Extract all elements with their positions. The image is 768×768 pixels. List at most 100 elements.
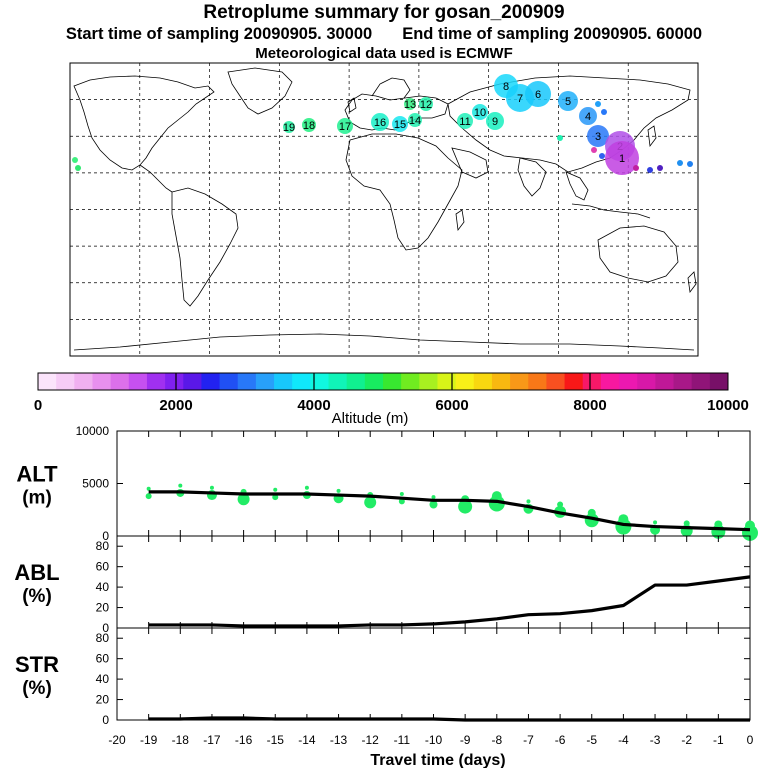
y-tick-label: 0 <box>102 621 109 635</box>
plume-label-18: 18 <box>303 120 315 132</box>
plume-particle <box>647 167 653 173</box>
x-tick-label: -19 <box>140 733 158 747</box>
colorbar-swatch <box>691 373 711 390</box>
plume-label-7: 7 <box>517 93 523 105</box>
colorbar-swatch <box>582 373 602 390</box>
plume-cluster-15 <box>392 116 408 132</box>
colorbar-swatch <box>637 373 656 390</box>
plume-particle <box>75 165 81 171</box>
x-axis-label: Travel time (days) <box>370 752 505 768</box>
plume-label-11: 11 <box>459 116 470 128</box>
panel-yunit: (m) <box>22 488 52 509</box>
colorbar-frame <box>37 372 729 391</box>
alt-cluster-point <box>618 514 629 525</box>
colorbar-swatch <box>437 373 457 390</box>
colorbar-tick-label: 2000 <box>159 397 192 414</box>
x-tick-label: -11 <box>394 733 411 747</box>
chart-title: Retroplume summary for gosan_200909 <box>203 2 565 23</box>
panel-alt: 0 5000 10000 ALT(m) <box>16 424 758 543</box>
plume-label-19: 19 <box>283 122 295 134</box>
time-series-panels: 0500010000ALT(m)020406080ABL(%)020406080… <box>14 424 758 747</box>
plume-label-14: 14 <box>409 115 421 127</box>
plume-label-3: 3 <box>595 131 601 143</box>
plume-particle <box>557 135 563 141</box>
plume-label-12: 12 <box>420 99 432 111</box>
alt-cluster-point <box>237 493 250 506</box>
colorbar-swatch <box>510 373 529 390</box>
colorbar-tick-label: 0 <box>34 397 42 414</box>
alt-cluster-point <box>336 488 341 493</box>
retroplume-clusters: 19181716151413121110987654321 <box>72 74 693 175</box>
plume-cluster-19 <box>283 121 295 133</box>
alt-cluster-point <box>488 495 505 512</box>
panel-frame <box>116 430 751 537</box>
panel-yunit: (%) <box>22 678 52 699</box>
colorbar-tick-label: 8000 <box>573 397 606 414</box>
y-tick-label: 40 <box>96 580 110 594</box>
plume-cluster-5 <box>558 91 578 111</box>
plume-particle <box>657 165 663 171</box>
y-tick-label: 60 <box>96 560 110 574</box>
plume-label-16: 16 <box>374 117 386 129</box>
panel-ylabel: ALT <box>16 462 58 487</box>
colorbar-swatch <box>74 373 93 390</box>
colorbar-swatch <box>600 373 620 390</box>
met-data-label: Meteorological data used is ECMWF <box>255 45 513 62</box>
series-line-abl <box>148 575 751 628</box>
end-time-label: End time of sampling 20090905. 60000 <box>402 25 703 43</box>
series-line-alt <box>148 490 751 532</box>
colorbar-swatch <box>473 373 493 390</box>
x-tick-label: -15 <box>267 733 285 747</box>
plume-label-9: 9 <box>492 116 498 128</box>
x-tick-label: -4 <box>618 733 629 747</box>
colorbar-swatch <box>546 373 566 390</box>
x-tick-label: -7 <box>523 733 534 747</box>
panel-ylabel: STR <box>15 652 59 677</box>
x-tick-label: -17 <box>203 733 221 747</box>
alt-cluster-point <box>429 500 438 509</box>
alt-cluster-point <box>178 483 183 488</box>
y-tick-label: 0 <box>102 713 109 727</box>
colorbar-swatch <box>201 373 221 390</box>
plume-particle <box>601 109 607 115</box>
x-tick-label: -9 <box>460 733 471 747</box>
colorbar-swatch <box>110 373 130 390</box>
colorbar-swatch <box>655 373 675 390</box>
plume-particle <box>633 165 639 171</box>
plume-particle <box>72 157 78 163</box>
plume-particle <box>687 161 693 167</box>
colorbar-swatch <box>491 373 511 390</box>
colorbar-swatch <box>709 373 729 390</box>
colorbar-swatch <box>401 373 420 390</box>
plume-label-4: 4 <box>585 111 591 123</box>
panel-abl: 0 20 40 60 80 ABL(%) <box>14 535 751 635</box>
colorbar-swatch <box>274 373 293 390</box>
colorbar-swatch <box>56 373 75 390</box>
plume-label-17: 17 <box>339 121 351 133</box>
colorbar-tick-label: 4000 <box>297 397 330 414</box>
alt-cluster-point <box>458 499 473 514</box>
plume-cluster-16 <box>371 113 389 131</box>
alt-cluster-point <box>431 495 436 500</box>
colorbar-swatches <box>38 373 729 390</box>
plume-cluster-12 <box>419 97 433 111</box>
colorbar-swatch <box>38 373 57 390</box>
colorbar-swatch <box>237 373 257 390</box>
y-tick-label: 0 <box>102 529 109 543</box>
x-tick-label: -3 <box>650 733 661 747</box>
y-tick-label: 10000 <box>76 424 110 438</box>
plume-label-10: 10 <box>474 107 486 119</box>
alt-cluster-point <box>146 486 151 491</box>
colorbar-swatch <box>328 373 348 390</box>
colorbar-swatch <box>455 373 475 390</box>
colorbar-swatch <box>310 373 330 390</box>
plume-particle <box>599 153 605 159</box>
colorbar-swatch <box>528 373 547 390</box>
alt-cluster-point <box>714 520 723 529</box>
panel-yunit: (%) <box>22 586 52 607</box>
coastlines <box>73 67 697 351</box>
x-tick-label: -12 <box>362 733 380 747</box>
colorbar-tick-label: 10000 <box>707 397 749 414</box>
y-tick-label: 5000 <box>82 477 109 491</box>
